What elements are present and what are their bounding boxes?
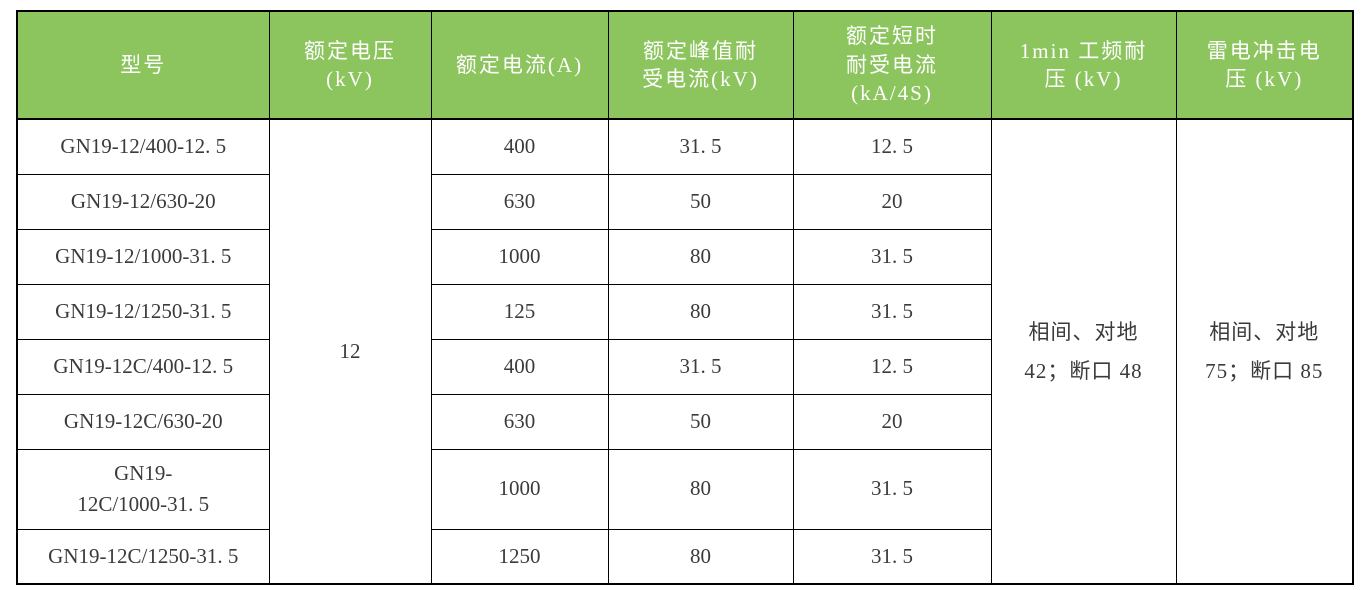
- current-cell: 630: [430, 173, 609, 230]
- short-time-current-cell: 20: [792, 173, 992, 230]
- short-time-current-cell: 31. 5: [792, 228, 992, 285]
- short-time-current-cell: 31. 5: [792, 448, 992, 530]
- lightning-impulse-cell: 相间、对地 75；断口 85: [1175, 118, 1354, 585]
- spec-table: 型号 额定电压 (kV) 额定电流(A) 额定峰值耐 受电流(kV) 额定短时 …: [16, 10, 1354, 585]
- table-body: GN19-12/400-12. 5 12 400 31. 5 12. 5 相间、…: [16, 118, 1354, 585]
- table-row: GN19-12/1250-31. 5 125 80 31. 5: [16, 283, 1353, 340]
- col-header-lightning-impulse-voltage: 雷电冲击电 压 (kV): [1175, 10, 1354, 120]
- rated-voltage-cell: 12: [268, 118, 432, 585]
- col-header-rated-voltage: 额定电压 (kV): [268, 10, 432, 120]
- col-header-model: 型号: [16, 10, 270, 120]
- model-cell: GN19-12C/630-20: [16, 393, 270, 450]
- model-cell: GN19-12/1250-31. 5: [16, 283, 270, 340]
- model-cell: GN19-12C/400-12. 5: [16, 338, 270, 395]
- peak-current-cell: 50: [607, 393, 794, 450]
- current-cell: 400: [430, 338, 609, 395]
- short-time-current-cell: 20: [792, 393, 992, 450]
- table-row: GN19-12C/400-12. 5 400 31. 5 12. 5: [16, 338, 1353, 395]
- table-row: GN19-12/1000-31. 5 1000 80 31. 5: [16, 228, 1353, 285]
- model-cell: GN19- 12C/1000-31. 5: [16, 448, 270, 530]
- peak-current-cell: 80: [607, 228, 794, 285]
- short-time-current-cell: 31. 5: [792, 528, 992, 585]
- table-header: 型号 额定电压 (kV) 额定电流(A) 额定峰值耐 受电流(kV) 额定短时 …: [16, 10, 1354, 120]
- header-row: 型号 额定电压 (kV) 额定电流(A) 额定峰值耐 受电流(kV) 额定短时 …: [16, 10, 1354, 120]
- model-cell: GN19-12/1000-31. 5: [16, 228, 270, 285]
- current-cell: 1000: [430, 448, 609, 530]
- model-cell: GN19-12/630-20: [16, 173, 270, 230]
- current-cell: 125: [430, 283, 609, 340]
- model-cell: GN19-12C/1250-31. 5: [16, 528, 270, 585]
- short-time-current-cell: 12. 5: [792, 338, 992, 395]
- peak-current-cell: 80: [607, 528, 794, 585]
- current-cell: 630: [430, 393, 609, 450]
- table-row: GN19-12/630-20 630 50 20: [16, 173, 1353, 230]
- peak-current-cell: 31. 5: [607, 118, 794, 175]
- table-row: GN19- 12C/1000-31. 5 1000 80 31. 5: [16, 448, 1353, 530]
- peak-current-cell: 80: [607, 448, 794, 530]
- current-cell: 400: [430, 118, 609, 175]
- model-cell: GN19-12/400-12. 5: [16, 118, 270, 175]
- table-row: GN19-12C/1250-31. 5 1250 80 31. 5: [16, 528, 1353, 585]
- short-time-current-cell: 31. 5: [792, 283, 992, 340]
- table-row: GN19-12/400-12. 5 12 400 31. 5 12. 5 相间、…: [16, 118, 1354, 585]
- col-header-power-frequency-voltage: 1min 工频耐 压 (kV): [990, 10, 1177, 120]
- col-header-peak-withstand-current: 额定峰值耐 受电流(kV): [607, 10, 794, 120]
- peak-current-cell: 31. 5: [607, 338, 794, 395]
- peak-current-cell: 80: [607, 283, 794, 340]
- peak-current-cell: 50: [607, 173, 794, 230]
- current-cell: 1000: [430, 228, 609, 285]
- power-frequency-cell: 相间、对地 42；断口 48: [990, 118, 1177, 585]
- col-header-rated-current: 额定电流(A): [430, 10, 609, 120]
- table-row: GN19-12C/630-20 630 50 20: [16, 393, 1353, 450]
- short-time-current-cell: 12. 5: [792, 118, 992, 175]
- col-header-short-time-withstand-current: 额定短时 耐受电流 (kA/4S): [792, 10, 992, 120]
- current-cell: 1250: [430, 528, 609, 585]
